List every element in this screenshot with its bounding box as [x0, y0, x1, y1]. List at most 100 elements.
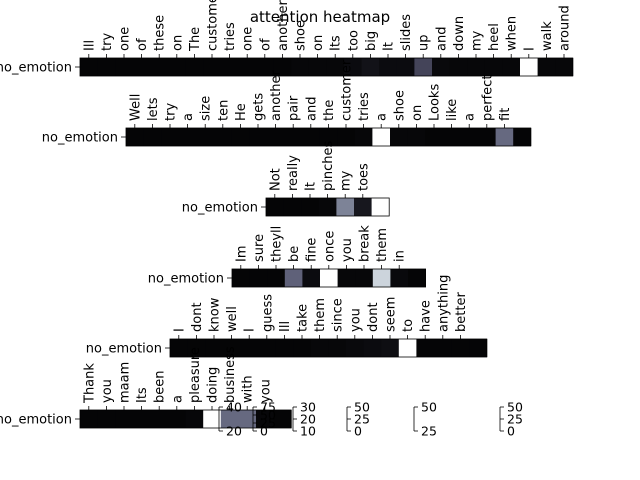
- token-label: well: [225, 306, 240, 332]
- token-label: a: [170, 395, 185, 403]
- token-label: shoe: [392, 90, 407, 121]
- heatmap-cell: [273, 58, 292, 76]
- token-label: be: [287, 246, 302, 262]
- heatmap-cell: [328, 339, 347, 357]
- heatmap-cell: [414, 58, 433, 76]
- token-label: up: [417, 35, 432, 52]
- token-label: Thank: [82, 363, 97, 404]
- token-label: really: [286, 155, 301, 191]
- heatmap-cell: [346, 339, 364, 357]
- token-label: in: [393, 250, 408, 262]
- colorbar-tick-label: 50: [421, 400, 437, 415]
- colorbar-tick-label: 0: [354, 424, 362, 439]
- heatmap-cell: [442, 128, 461, 146]
- heatmap-cell: [337, 269, 356, 287]
- heatmap-cell: [371, 198, 390, 216]
- heatmap-cell: [291, 58, 310, 76]
- token-label: Its: [329, 35, 344, 51]
- token-label: you: [340, 238, 355, 262]
- token-label: down: [452, 16, 467, 51]
- heatmap-cell: [390, 128, 408, 146]
- heatmap-cell: [425, 128, 444, 146]
- heatmap-cell: [232, 269, 250, 287]
- heatmap-cell: [302, 269, 321, 287]
- heatmap-cell: [222, 339, 241, 357]
- heatmap-cell: [256, 58, 274, 76]
- heatmap-cell: [220, 410, 239, 428]
- token-label: big: [364, 31, 379, 51]
- token-label: pinches: [321, 141, 336, 191]
- heatmap-cell: [258, 339, 276, 357]
- heatmap-cell: [520, 58, 538, 76]
- token-label: once: [322, 231, 337, 262]
- colorbar-tick-label: 40: [226, 400, 242, 415]
- heatmap-cell: [115, 58, 134, 76]
- colorbar: 25 50: [413, 400, 437, 439]
- token-label: perfect: [480, 75, 495, 121]
- token-label: one: [241, 27, 256, 51]
- colorbar-tick-label: 0: [260, 424, 268, 439]
- token-label: on: [410, 105, 425, 121]
- heatmap-cell: [293, 339, 312, 357]
- heatmap-cell: [319, 128, 338, 146]
- token-label: ten: [216, 100, 231, 121]
- token-label: too: [346, 30, 361, 51]
- token-label: to: [401, 319, 416, 332]
- heatmap-cell: [302, 128, 320, 146]
- heatmap-cell: [275, 339, 294, 357]
- heatmap-cell: [185, 58, 204, 76]
- row-label: no_emotion: [182, 201, 258, 216]
- token-label: I: [522, 47, 537, 51]
- heatmap-cell: [555, 58, 574, 76]
- heatmap-cell: [434, 339, 452, 357]
- token-label: sure: [252, 234, 267, 262]
- token-label: business: [223, 346, 238, 403]
- heatmap-cell: [150, 58, 169, 76]
- heatmap-cell: [284, 128, 303, 146]
- token-label: gets: [252, 93, 267, 121]
- token-label: doing: [206, 367, 221, 403]
- heatmap-cell: [203, 410, 222, 428]
- colorbar-tick-label: 50: [354, 400, 370, 415]
- token-label: try: [100, 33, 115, 51]
- token-label: I: [243, 328, 258, 332]
- token-label: a: [463, 113, 478, 121]
- token-label: toes: [356, 163, 371, 191]
- heatmap-cell: [398, 339, 417, 357]
- heatmap-cell: [372, 269, 391, 287]
- heatmap-cell: [396, 58, 415, 76]
- token-label: dont: [366, 302, 381, 332]
- heatmap-cell: [231, 128, 250, 146]
- token-label: Looks: [428, 84, 443, 121]
- token-label: customer: [340, 59, 355, 121]
- heatmap-cell: [337, 128, 356, 146]
- token-label: fit: [498, 108, 513, 121]
- token-label: of: [135, 38, 150, 51]
- heatmap-cell: [150, 410, 169, 428]
- heatmap-cell: [284, 269, 303, 287]
- colorbar-tick-label: 10: [300, 424, 316, 439]
- heatmap-cell: [214, 128, 232, 146]
- token-label: break: [358, 225, 373, 262]
- heatmap-cell: [132, 410, 151, 428]
- heatmap-cell: [381, 339, 400, 357]
- heatmap-cell: [178, 128, 197, 146]
- heatmap-cell: [266, 198, 284, 216]
- token-label: you: [348, 308, 363, 332]
- heatmap-cell: [308, 58, 327, 76]
- heatmap-cell: [354, 198, 372, 216]
- token-label: guess: [260, 294, 275, 332]
- token-label: one: [118, 27, 133, 51]
- colorbar-tick-label: 25: [507, 412, 523, 427]
- heatmap-cell: [187, 339, 206, 357]
- token-label: the: [322, 100, 337, 121]
- token-label: pair: [287, 95, 302, 121]
- token-label: and: [434, 27, 449, 51]
- token-label: Ill: [82, 40, 97, 51]
- heatmap-cell: [240, 339, 259, 357]
